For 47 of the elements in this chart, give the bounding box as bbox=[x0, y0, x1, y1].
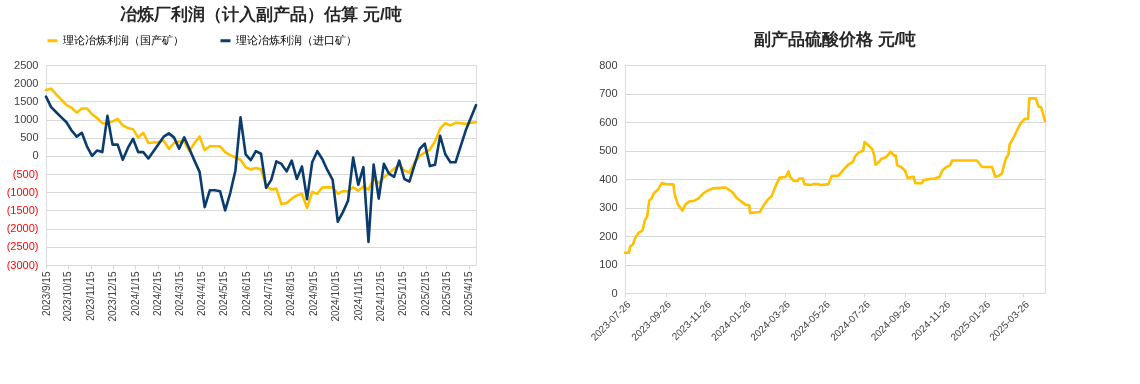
x-tick-label: 2025/1/15 bbox=[397, 271, 409, 316]
x-tick-label: 2024/6/15 bbox=[240, 271, 252, 316]
legend-label: 理论冶炼利润（国产矿） bbox=[63, 33, 184, 46]
line-series bbox=[623, 97, 1047, 255]
y-tick-label: (2500) bbox=[6, 240, 39, 253]
y-tick-label: 1500 bbox=[14, 94, 39, 107]
y-tick-label: 700 bbox=[599, 87, 618, 99]
y-tick-label: 100 bbox=[599, 258, 618, 270]
x-tick-label: 2024/5/15 bbox=[218, 271, 230, 316]
y-tick-label: (3000) bbox=[6, 258, 39, 271]
x-tick-label: 2024/8/15 bbox=[285, 271, 297, 316]
x-tick-label: 2024/11/15 bbox=[352, 271, 364, 321]
y-tick-label: 200 bbox=[599, 229, 618, 242]
y-tick-label: 1000 bbox=[14, 113, 39, 126]
chart-title: 冶炼厂利润（计入副产品）估算 元/吨 bbox=[120, 5, 402, 24]
x-tick-label: 2023/9/15 bbox=[40, 271, 52, 316]
y-tick-label: 500 bbox=[20, 131, 39, 144]
x-tick-label: 2024/10/15 bbox=[330, 271, 342, 322]
y-tick-label: 2500 bbox=[14, 58, 39, 71]
x-tick-label: 2024/1/15 bbox=[129, 271, 141, 316]
x-tick-label: 2024/3/15 bbox=[173, 271, 185, 316]
chart-title: 副产品硫酸价格 元/吨 bbox=[753, 30, 917, 49]
x-tick-label: 2023/12/15 bbox=[107, 271, 119, 322]
y-tick-label: (1000) bbox=[6, 185, 39, 198]
x-tick-label: 2024/9/15 bbox=[308, 271, 320, 316]
x-tick-label: 2024/2/15 bbox=[152, 271, 164, 316]
x-tick-label: 2025/3/15 bbox=[440, 271, 452, 316]
x-tick-label: 2023/10/15 bbox=[62, 271, 74, 322]
y-tick-label: (2000) bbox=[6, 222, 39, 235]
y-tick-label: 500 bbox=[599, 144, 618, 156]
legend-label: 理论冶炼利润（进口矿） bbox=[236, 33, 357, 46]
y-tick-label: 400 bbox=[599, 172, 618, 185]
y-tick-label: 800 bbox=[599, 58, 618, 71]
x-tick-label: 2024/7/15 bbox=[262, 271, 274, 316]
y-tick-label: (1500) bbox=[6, 203, 39, 216]
x-tick-label: 2023/11/15 bbox=[85, 271, 97, 321]
y-tick-label: 2000 bbox=[14, 76, 39, 89]
line-series bbox=[44, 95, 478, 244]
x-tick-label: 2024/12/15 bbox=[374, 271, 386, 322]
y-tick-label: 300 bbox=[599, 201, 618, 213]
y-tick-label: 0 bbox=[32, 149, 39, 162]
y-tick-label: 0 bbox=[611, 286, 618, 299]
y-tick-label: (500) bbox=[12, 167, 39, 180]
x-tick-label: 2024/4/15 bbox=[196, 271, 208, 316]
x-tick-label: 2025/4/15 bbox=[463, 271, 475, 316]
x-tick-label: 2025/2/15 bbox=[420, 271, 432, 316]
y-tick-label: 600 bbox=[599, 115, 618, 128]
